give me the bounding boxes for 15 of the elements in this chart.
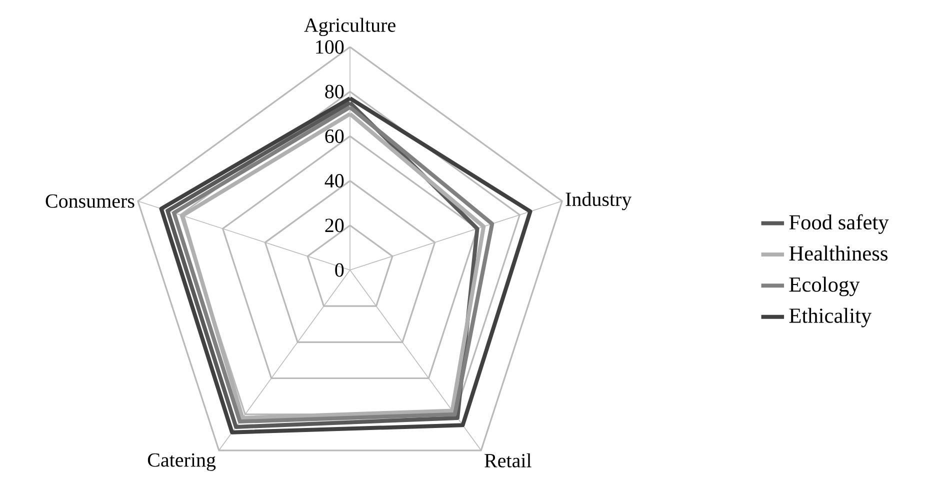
spoke-label: Agriculture: [304, 18, 396, 36]
y-tick-label: 40: [324, 174, 344, 188]
legend-label: Food safety: [789, 214, 889, 234]
y-tick-label: 60: [325, 129, 344, 143]
y-tick-label: 0: [335, 263, 344, 277]
legend-label: Ecology: [789, 276, 860, 296]
legend-label: Ethicality: [789, 308, 872, 328]
y-tick-label: 100: [316, 40, 344, 54]
legend-label: Healthiness: [789, 246, 888, 261]
y-tick-label: 80: [325, 84, 344, 98]
spoke-label: Retail: [484, 453, 532, 468]
spoke-label: Consumers: [46, 194, 134, 208]
spoke-label: Catering: [148, 453, 216, 471]
y-tick-label: 20: [325, 218, 344, 232]
spoke-label: Industry: [566, 192, 632, 210]
